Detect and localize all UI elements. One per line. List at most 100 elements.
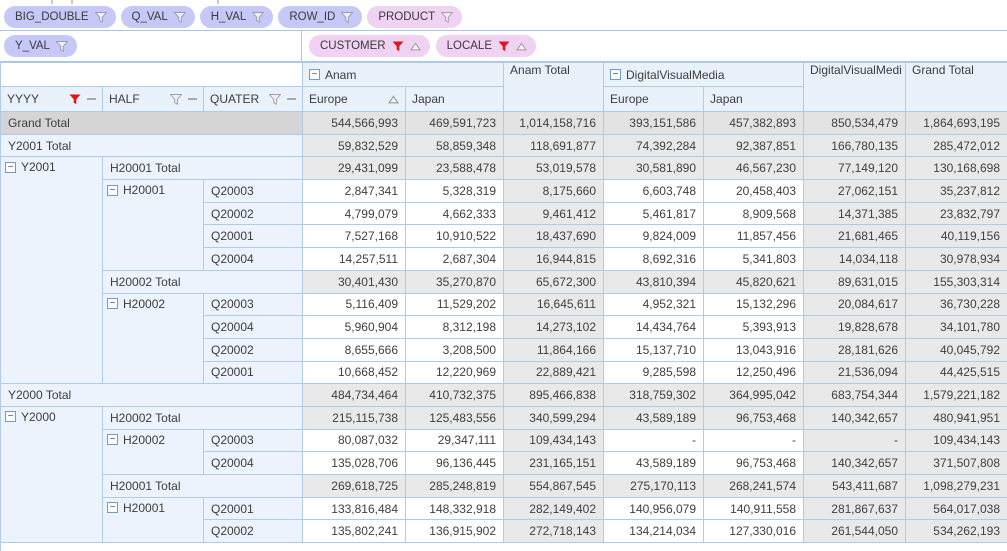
row-label-cell[interactable]: Y2000 Total	[0, 383, 303, 407]
row-label-cell[interactable]: Q20001	[203, 496, 303, 521]
value-cell[interactable]: 44,425,515	[905, 360, 1007, 385]
value-cell[interactable]: 15,137,710	[603, 337, 705, 362]
value-cell[interactable]: 23,832,797	[905, 201, 1007, 226]
field-chip-customer[interactable]: CUSTOMER	[309, 35, 430, 57]
value-cell[interactable]: 15,132,296	[703, 292, 805, 317]
row-label-cell[interactable]: Q20003	[203, 428, 303, 453]
value-cell[interactable]: 127,330,016	[703, 519, 805, 544]
value-cell[interactable]: 23,588,478	[404, 156, 505, 181]
value-cell[interactable]: -	[803, 428, 907, 453]
value-cell[interactable]: 16,645,611	[503, 292, 605, 317]
value-cell[interactable]: 281,867,637	[803, 496, 907, 521]
value-cell[interactable]: 11,864,166	[503, 337, 605, 362]
value-cell[interactable]: 268,241,574	[703, 474, 805, 498]
value-cell[interactable]: 11,857,456	[703, 224, 805, 249]
value-cell[interactable]: 77,149,120	[803, 156, 907, 181]
collapse-icon[interactable]	[309, 69, 320, 80]
row-label-cell[interactable]: Q20004	[203, 315, 303, 339]
value-cell[interactable]: 543,411,687	[803, 474, 907, 498]
filter-icon[interactable]	[341, 11, 354, 23]
row-label-cell[interactable]: Q20002	[203, 337, 303, 362]
column-header-anam-japan[interactable]: Japan	[404, 86, 505, 112]
value-cell[interactable]: 21,536,094	[803, 360, 907, 385]
value-cell[interactable]: 5,960,904	[302, 315, 406, 339]
filter-icon[interactable]	[55, 40, 68, 52]
value-cell[interactable]: 140,342,657	[803, 451, 907, 475]
value-cell[interactable]: 5,393,913	[703, 315, 805, 339]
field-chip-q-val[interactable]: Q_VAL	[120, 6, 195, 28]
value-cell[interactable]: 35,237,812	[905, 179, 1007, 203]
value-cell[interactable]: 554,867,545	[503, 474, 605, 498]
field-chip-y-val[interactable]: Y_VAL	[4, 35, 77, 57]
value-cell[interactable]: 13,043,916	[703, 337, 805, 362]
value-cell[interactable]: 10,910,522	[404, 224, 505, 249]
filter-icon[interactable]	[252, 11, 265, 23]
value-cell[interactable]: 1,864,693,195	[905, 111, 1007, 135]
value-cell[interactable]: 340,599,294	[503, 405, 605, 430]
value-cell[interactable]: 43,589,189	[603, 405, 705, 430]
column-header-anam-europe[interactable]: Europe	[302, 86, 406, 112]
row-label-cell[interactable]: Q20001	[203, 360, 303, 385]
value-cell[interactable]: 7,527,168	[302, 224, 406, 249]
value-cell[interactable]: 65,672,300	[503, 269, 605, 294]
value-cell[interactable]: 14,434,764	[603, 315, 705, 339]
collapse-icon[interactable]	[107, 184, 118, 196]
row-field-half[interactable]: HALF	[102, 86, 204, 112]
value-cell[interactable]: 282,149,402	[503, 496, 605, 521]
filter-icon[interactable]	[441, 11, 454, 23]
value-cell[interactable]: 11,529,202	[404, 292, 505, 317]
filter-active-icon[interactable]	[498, 41, 510, 52]
row-label-cell[interactable]: H20002 Total	[102, 405, 303, 430]
value-cell[interactable]: 16,944,815	[503, 247, 605, 271]
value-cell[interactable]: 14,371,385	[803, 201, 907, 226]
row-label-cell[interactable]: Q20002	[203, 201, 303, 226]
row-group-cell[interactable]: H20001	[102, 496, 204, 544]
value-cell[interactable]: 20,084,617	[803, 292, 907, 317]
value-cell[interactable]: 53,019,578	[503, 156, 605, 181]
value-cell[interactable]: 27,062,151	[803, 179, 907, 203]
value-cell[interactable]: 46,567,230	[703, 156, 805, 181]
value-cell[interactable]: 3,208,500	[404, 337, 505, 362]
value-cell[interactable]: 850,534,479	[803, 111, 907, 135]
value-cell[interactable]: 89,631,015	[803, 269, 907, 294]
value-cell[interactable]: 1,014,158,716	[503, 111, 605, 135]
value-cell[interactable]: 34,101,780	[905, 315, 1007, 339]
value-cell[interactable]: 534,262,193	[905, 519, 1007, 544]
value-cell[interactable]: 6,603,748	[603, 179, 705, 203]
value-cell[interactable]: 35,270,870	[404, 269, 505, 294]
value-cell[interactable]: 1,098,279,231	[905, 474, 1007, 498]
value-cell[interactable]: 5,461,817	[603, 201, 705, 226]
filter-icon[interactable]	[173, 11, 186, 23]
filter-active-icon[interactable]	[392, 41, 404, 52]
row-group-cell[interactable]: Y2001	[0, 156, 103, 385]
value-cell[interactable]: 272,718,143	[503, 519, 605, 544]
column-header-digitalvisualmedia[interactable]: DigitalVisualMedia	[603, 62, 805, 87]
filter-icon[interactable]	[170, 93, 182, 105]
row-field-yyyy[interactable]: YYYY	[0, 86, 103, 112]
value-cell[interactable]: 80,087,032	[302, 428, 406, 453]
value-cell[interactable]: 109,434,143	[503, 428, 605, 453]
value-cell[interactable]: 155,303,314	[905, 269, 1007, 294]
sort-asc-icon[interactable]	[516, 42, 527, 51]
value-cell[interactable]: 59,832,529	[302, 133, 406, 158]
value-cell[interactable]: 43,810,394	[603, 269, 705, 294]
value-cell[interactable]: 30,401,430	[302, 269, 406, 294]
value-cell[interactable]: 18,437,690	[503, 224, 605, 249]
value-cell[interactable]: 275,170,113	[603, 474, 705, 498]
value-cell[interactable]: 21,681,465	[803, 224, 907, 249]
value-cell[interactable]: 8,909,568	[703, 201, 805, 226]
value-cell[interactable]: 480,941,951	[905, 405, 1007, 430]
column-header-digitalvisualmedia-total[interactable]: DigitalVisualMedi	[803, 62, 907, 112]
value-cell[interactable]: 130,168,698	[905, 156, 1007, 181]
value-cell[interactable]: 140,956,079	[603, 496, 705, 521]
value-cell[interactable]: 28,181,626	[803, 337, 907, 362]
value-cell[interactable]: 14,034,118	[803, 247, 907, 271]
minus-icon[interactable]	[188, 98, 197, 100]
row-group-cell[interactable]: H20002	[102, 428, 204, 476]
collapse-icon[interactable]	[107, 502, 118, 514]
filter-icon[interactable]	[94, 11, 107, 23]
value-cell[interactable]: 4,952,321	[603, 292, 705, 317]
value-cell[interactable]: 30,978,934	[905, 247, 1007, 271]
value-cell[interactable]: 5,341,803	[703, 247, 805, 271]
value-cell[interactable]: 36,730,228	[905, 292, 1007, 317]
